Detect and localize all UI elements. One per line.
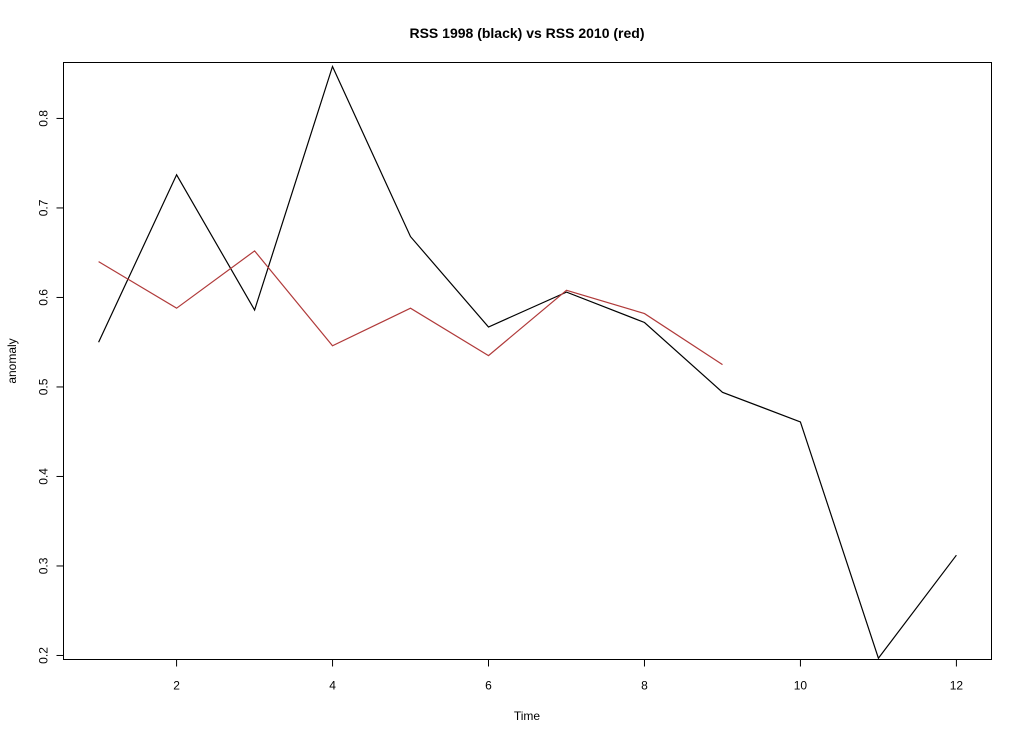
y-tick-label: 0.2 — [37, 647, 51, 664]
series-line-2 — [98, 250, 723, 366]
y-tick-label: 0.5 — [37, 378, 51, 395]
chart-title: RSS 1998 (black) vs RSS 2010 (red) — [409, 25, 644, 41]
plot-frame — [63, 62, 992, 660]
x-axis: 2 4 6 8 10 12 — [173, 659, 964, 693]
x-axis-label: Time — [514, 709, 541, 723]
x-tick-label: 2 — [173, 679, 180, 693]
x-tick-label: 12 — [950, 679, 964, 693]
y-tick-label: 0.6 — [37, 289, 51, 306]
x-tick-label: 4 — [329, 679, 336, 693]
x-tick-label: 10 — [794, 679, 808, 693]
y-tick-label: 0.8 — [37, 110, 51, 127]
series-line-1 — [98, 64, 957, 660]
series-layer — [98, 64, 957, 660]
y-tick-label: 0.7 — [37, 199, 51, 216]
y-tick-label: 0.4 — [37, 468, 51, 485]
x-tick-label: 8 — [641, 679, 648, 693]
x-tick-label: 6 — [485, 679, 492, 693]
y-axis-label: anomaly — [5, 338, 19, 383]
y-axis: 0.2 0.3 0.4 0.5 0.6 0.7 0.8 — [37, 110, 64, 664]
y-tick-label: 0.3 — [37, 557, 51, 574]
